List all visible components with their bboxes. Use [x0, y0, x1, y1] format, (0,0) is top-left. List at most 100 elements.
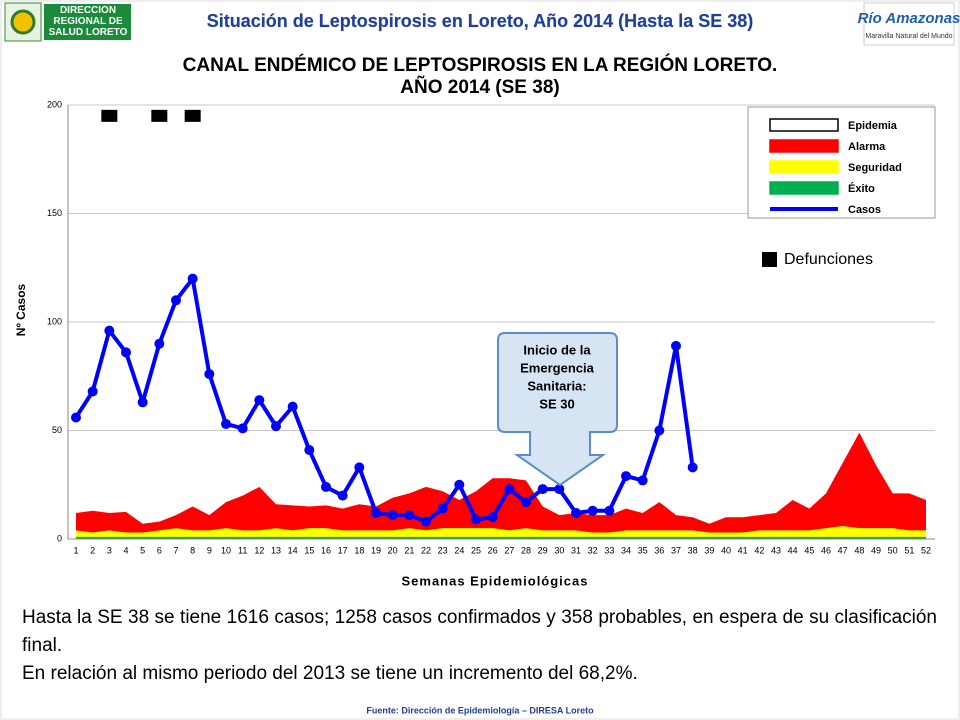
annotation-callout: [497, 332, 618, 487]
annotation-text: Inicio de la: [523, 342, 591, 357]
x-tick-label: 43: [771, 545, 781, 555]
annotation-text: Emergencia: [520, 360, 594, 375]
point: [204, 369, 215, 380]
y-tick-label: 200: [47, 99, 62, 109]
x-tick-label: 39: [704, 545, 714, 555]
legend-label: Alarma: [848, 141, 886, 153]
point: [454, 479, 465, 490]
point: [471, 514, 481, 525]
x-tick-label: 8: [190, 545, 195, 555]
legend-swatch: [769, 181, 839, 195]
x-tick-label: 49: [871, 545, 881, 555]
point: [571, 507, 581, 518]
x-tick-label: 27: [504, 545, 514, 555]
x-tick-label: 51: [904, 545, 914, 555]
legend-label: Epidemia: [848, 120, 898, 132]
x-tick-label: 24: [454, 545, 464, 555]
x-tick-label: 11: [238, 545, 247, 555]
x-tick-label: 4: [123, 545, 128, 555]
right-logo-subtitle: Maravilla Natural del Mundo: [865, 33, 952, 40]
point: [171, 295, 181, 306]
chart-title: CANAL ENDÉMICO DE LEPTOSPIROSIS EN LA RE…: [183, 54, 778, 76]
point: [604, 505, 615, 516]
x-tick-label: 17: [338, 545, 348, 555]
body-paragraph: Hasta la SE 38 se tiene 1616 casos; 1258…: [22, 607, 937, 656]
point: [504, 484, 515, 495]
x-tick-label: 40: [721, 545, 731, 555]
body-text: Hasta la SE 38 se tiene 1616 casos; 1258…: [22, 604, 937, 688]
x-tick-label: 46: [821, 545, 831, 555]
left-logo-text-wrap: DIRECCIÓN REGIONAL DE SALUD LORETO: [49, 5, 128, 38]
header-title: Situación de Leptospirosis en Loreto, Añ…: [207, 11, 753, 31]
annotation-text: Sanitaria:: [527, 378, 586, 393]
x-tick-label: 48: [854, 545, 864, 555]
legend-label: Defunciones: [784, 251, 873, 268]
point: [554, 484, 565, 495]
point: [154, 338, 165, 349]
x-tick-label: 37: [671, 545, 681, 555]
x-tick-label: 5: [140, 545, 145, 555]
point: [621, 471, 631, 482]
point: [71, 412, 81, 423]
x-tick-label: 10: [221, 545, 231, 555]
body-paragraph: En relación al mismo periodo del 2013 se…: [22, 663, 638, 684]
y-axis-label: Nº Casos: [14, 283, 28, 336]
x-tick-label: 13: [271, 545, 281, 555]
x-tick-label: 36: [654, 545, 664, 555]
x-tick-label: 26: [488, 545, 498, 555]
point: [537, 484, 548, 495]
x-tick-label: 1: [73, 545, 78, 555]
x-tick-label: 20: [388, 545, 398, 555]
point: [104, 325, 115, 336]
x-tick-label: 12: [254, 545, 264, 555]
x-tick-label: 33: [604, 545, 614, 555]
point: [237, 423, 248, 434]
x-tick-label: 31: [571, 545, 581, 555]
area: [76, 536, 926, 539]
point: [671, 340, 681, 351]
area: [76, 432, 926, 539]
x-tick-label: 29: [538, 545, 548, 555]
legend-label: Seguridad: [848, 162, 902, 174]
point: [521, 497, 531, 508]
x-tick-label: 22: [421, 545, 431, 555]
legend-label: Éxito: [848, 182, 875, 195]
x-tick-label: 19: [371, 545, 381, 555]
y-tick-label: 100: [47, 316, 62, 326]
death-marker: [184, 109, 201, 122]
x-tick-label: 28: [521, 545, 531, 555]
point: [404, 510, 415, 521]
point: [371, 507, 381, 518]
x-tick-label: 25: [471, 545, 481, 555]
legend-swatch: [762, 252, 777, 267]
legend-label: Casos: [848, 204, 881, 216]
footer: Fuente: Dirección de Epidemiología – DIR…: [366, 705, 594, 715]
chart-title: AÑO 2014 (SE 38): [400, 76, 559, 98]
x-tick-label: 6: [157, 545, 162, 555]
right-logo-title: Río Amazonas: [858, 10, 960, 27]
point: [254, 395, 265, 406]
y-tick-label: 50: [52, 425, 62, 435]
area: [76, 525, 926, 539]
point: [87, 386, 98, 397]
x-tick-label: 30: [554, 545, 564, 555]
point: [321, 481, 331, 492]
x-tick-label: 23: [438, 545, 448, 555]
point: [587, 505, 598, 516]
point: [337, 490, 348, 501]
annotation-text: SE 30: [539, 396, 574, 411]
y-tick-label: 150: [47, 208, 62, 218]
x-tick-label: 41: [738, 545, 748, 555]
point: [387, 510, 398, 521]
point: [637, 475, 648, 486]
x-tick-label: 34: [621, 545, 631, 555]
legend-swatch: [769, 118, 839, 132]
x-tick-label: 42: [754, 545, 764, 555]
left-logo-box: [44, 4, 131, 40]
point: [271, 421, 281, 432]
point: [354, 462, 365, 473]
overlay: Epidemia Alarma Seguridad Éxito Casos Defunci…: [497, 106, 936, 487]
x-tick-label: 47: [838, 545, 848, 555]
